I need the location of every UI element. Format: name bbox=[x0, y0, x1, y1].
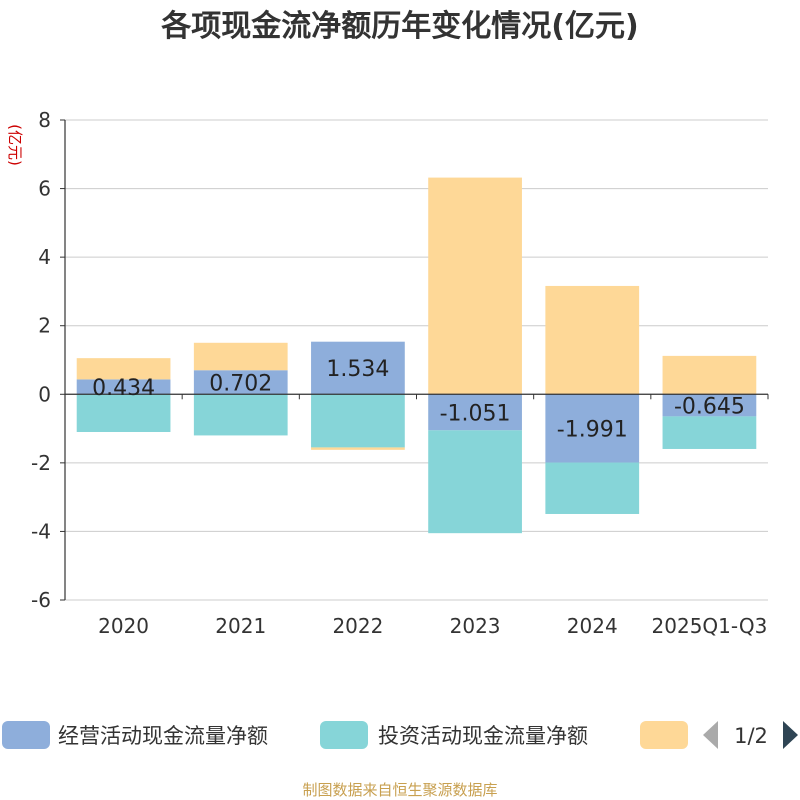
y-tick-label: 8 bbox=[38, 108, 51, 132]
y-tick-label: 2 bbox=[38, 314, 51, 338]
source-note: 制图数据来自恒生聚源数据库 bbox=[302, 781, 497, 799]
bar-operating-2022 bbox=[311, 341, 405, 395]
chart-title: 各项现金流净额历年变化情况(亿元) bbox=[160, 9, 638, 44]
bar-investing-2021 bbox=[193, 394, 288, 436]
x-tick-label: 2023 bbox=[450, 614, 501, 638]
data-label: 1.534 bbox=[326, 357, 389, 382]
next-page-icon[interactable] bbox=[783, 721, 798, 749]
bar-financing-2024 bbox=[545, 285, 640, 395]
x-tick-label: 2024 bbox=[567, 614, 618, 638]
y-tick-label: -4 bbox=[31, 519, 51, 543]
data-labels: 0.434 0.702 1.534 -1.051 -1.991 -0.645 bbox=[92, 357, 745, 442]
bar-financing-2020 bbox=[76, 358, 171, 380]
bar-financing-2022 bbox=[311, 447, 405, 450]
bar-investing-2025Q1-Q3 bbox=[662, 416, 757, 449]
bar-financing-2023 bbox=[428, 177, 522, 395]
y-tick-labels: -6 -4 -2 0 2 4 6 8 bbox=[31, 108, 51, 612]
bar-operating-2021 bbox=[193, 370, 288, 395]
y-tick-label: -6 bbox=[31, 588, 51, 612]
legend-swatch-investing bbox=[320, 721, 368, 749]
bar-operating-2020 bbox=[76, 379, 171, 395]
y-tick-label: 0 bbox=[38, 382, 51, 406]
legend-label: 经营活动现金流量净额 bbox=[58, 724, 268, 748]
data-label: 0.434 bbox=[92, 376, 155, 401]
legend: 经营活动现金流量净额 投资活动现金流量净额 1/2 bbox=[2, 721, 798, 749]
legend-swatch-operating bbox=[2, 721, 50, 749]
x-tick-label: 2025Q1-Q3 bbox=[652, 614, 768, 638]
bar-operating-2023 bbox=[428, 394, 522, 431]
bar-financing-2025Q1-Q3 bbox=[662, 355, 757, 395]
legend-swatch-financing bbox=[640, 721, 688, 749]
bar-investing-2024 bbox=[545, 462, 640, 514]
data-label: -1.991 bbox=[557, 417, 628, 442]
bar-investing-2020 bbox=[76, 394, 171, 432]
data-label: -0.645 bbox=[674, 394, 745, 419]
bar-financing-2021 bbox=[193, 342, 288, 371]
previous-page-icon[interactable] bbox=[703, 721, 718, 749]
legend-page-indicator: 1/2 bbox=[734, 724, 768, 748]
x-tick-labels: 2020 2021 2022 2023 2024 2025Q1-Q3 bbox=[98, 614, 767, 638]
bar-operating-2024 bbox=[545, 394, 640, 463]
axes bbox=[60, 119, 769, 601]
x-tick-label: 2020 bbox=[98, 614, 149, 638]
data-label: -1.051 bbox=[440, 401, 511, 426]
data-label: 0.702 bbox=[209, 371, 272, 396]
y-axis-label: (亿元) bbox=[6, 124, 24, 166]
bar-operating-2025Q1-Q3 bbox=[662, 394, 757, 417]
legend-label: 投资活动现金流量净额 bbox=[378, 724, 588, 748]
x-tick-label: 2021 bbox=[215, 614, 266, 638]
grid-lines bbox=[65, 119, 768, 601]
y-tick-label: -2 bbox=[31, 451, 51, 475]
bar-investing-2022 bbox=[311, 394, 405, 448]
y-tick-label: 6 bbox=[38, 177, 51, 201]
y-tick-label: 4 bbox=[38, 245, 51, 269]
bar-investing-2023 bbox=[428, 430, 522, 534]
x-tick-label: 2022 bbox=[332, 614, 383, 638]
bars bbox=[76, 177, 757, 534]
